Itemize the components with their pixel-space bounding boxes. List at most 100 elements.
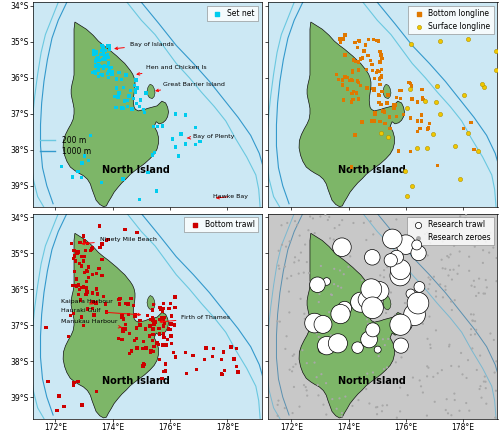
- Point: [384, 134, 392, 141]
- Point: [356, 299, 364, 306]
- Point: [336, 267, 344, 274]
- Point: [150, 149, 158, 156]
- Point: [133, 345, 141, 352]
- Point: [426, 341, 434, 348]
- Point: [338, 244, 346, 251]
- Point: [91, 69, 99, 76]
- Point: [354, 66, 362, 73]
- Point: [314, 317, 322, 324]
- Point: [136, 196, 143, 203]
- Point: [160, 330, 168, 338]
- Point: [161, 360, 169, 367]
- Point: [159, 305, 167, 312]
- Point: [360, 47, 368, 54]
- Text: Hen and Chicken Is: Hen and Chicken Is: [137, 65, 206, 75]
- Point: [356, 56, 364, 63]
- Point: [383, 402, 391, 409]
- Point: [432, 288, 440, 295]
- Point: [92, 62, 100, 70]
- Point: [317, 262, 325, 269]
- Point: [370, 75, 378, 82]
- Point: [470, 277, 478, 284]
- Point: [364, 320, 372, 327]
- Point: [192, 366, 200, 373]
- Point: [397, 342, 405, 349]
- Point: [301, 241, 309, 248]
- Point: [130, 82, 138, 89]
- Point: [106, 66, 114, 73]
- Point: [410, 219, 418, 226]
- Point: [472, 326, 480, 334]
- Point: [391, 101, 399, 109]
- Point: [208, 353, 216, 360]
- Point: [158, 375, 166, 382]
- Point: [115, 300, 123, 307]
- Point: [58, 163, 66, 171]
- Point: [78, 174, 86, 181]
- Point: [124, 103, 132, 110]
- Point: [369, 369, 377, 376]
- Point: [391, 321, 399, 328]
- Point: [419, 320, 427, 327]
- Point: [144, 312, 152, 319]
- Point: [322, 380, 330, 387]
- Point: [446, 341, 454, 348]
- Point: [468, 317, 476, 324]
- Point: [94, 73, 102, 80]
- Point: [334, 76, 342, 83]
- Point: [283, 275, 291, 282]
- Point: [464, 357, 472, 364]
- Polygon shape: [147, 84, 155, 99]
- Point: [376, 294, 384, 301]
- Point: [386, 125, 394, 132]
- Point: [120, 97, 128, 105]
- Point: [396, 272, 404, 279]
- Point: [339, 35, 347, 43]
- Point: [468, 282, 475, 289]
- Point: [423, 373, 431, 380]
- Point: [448, 412, 456, 419]
- Point: [84, 157, 92, 164]
- Point: [165, 305, 173, 312]
- Point: [326, 235, 334, 242]
- Point: [121, 226, 129, 233]
- Point: [310, 359, 318, 366]
- Point: [304, 227, 312, 234]
- Point: [426, 120, 434, 127]
- Point: [392, 113, 400, 120]
- Point: [338, 217, 346, 224]
- Point: [438, 265, 446, 272]
- Point: [306, 279, 314, 286]
- Point: [74, 168, 82, 175]
- Point: [159, 316, 167, 323]
- Point: [344, 263, 352, 270]
- Point: [108, 70, 116, 78]
- Point: [442, 407, 450, 414]
- Point: [397, 87, 405, 94]
- Point: [340, 271, 348, 278]
- Point: [274, 412, 281, 420]
- Point: [72, 276, 80, 283]
- Point: [376, 288, 384, 295]
- Point: [408, 245, 416, 252]
- Point: [102, 55, 110, 62]
- Point: [424, 125, 432, 132]
- Point: [424, 335, 432, 342]
- Text: Bay of Plenty: Bay of Plenty: [188, 134, 234, 139]
- Point: [104, 54, 112, 61]
- Point: [468, 345, 476, 352]
- Point: [357, 82, 365, 89]
- Point: [102, 53, 110, 60]
- Point: [448, 276, 456, 283]
- Point: [450, 297, 458, 304]
- Point: [99, 44, 107, 51]
- Point: [363, 84, 371, 91]
- Text: Kaipara Harbour: Kaipara Harbour: [61, 299, 113, 304]
- Point: [70, 382, 78, 389]
- Point: [322, 338, 330, 346]
- Point: [336, 395, 344, 402]
- Point: [76, 296, 84, 303]
- Point: [430, 398, 438, 405]
- Point: [174, 152, 182, 159]
- Point: [370, 231, 378, 238]
